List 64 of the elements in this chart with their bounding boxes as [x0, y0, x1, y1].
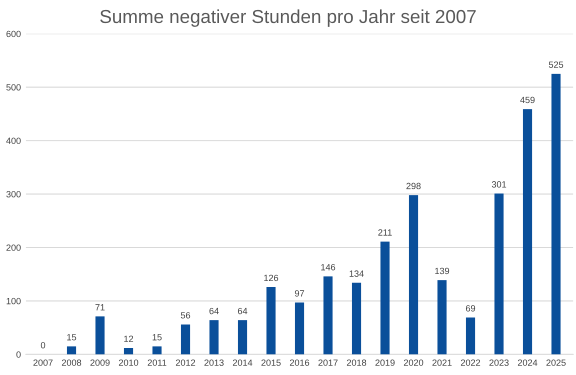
- data-label: 298: [406, 182, 421, 190]
- data-label: 71: [95, 304, 105, 310]
- x-tick-label: 2016: [290, 359, 310, 366]
- bar: [180, 324, 190, 354]
- y-tick-label: 500: [6, 84, 21, 91]
- bar: [551, 74, 561, 354]
- x-tick-label: 2020: [404, 359, 424, 366]
- data-label: 126: [264, 274, 278, 282]
- y-tick-label: 200: [6, 244, 21, 251]
- x-tick-label: 2022: [460, 359, 480, 366]
- data-label: 146: [321, 264, 336, 270]
- bar: [294, 302, 304, 354]
- x-tick-label: 2008: [62, 359, 82, 366]
- bar: [352, 282, 362, 354]
- data-label: 56: [180, 312, 190, 318]
- bar: [408, 195, 418, 354]
- x-tick-label: 2025: [546, 359, 566, 366]
- bar: [466, 318, 476, 354]
- bar: [66, 346, 76, 354]
- bar: [323, 276, 333, 354]
- data-label: 301: [492, 181, 506, 188]
- x-tick-label: 2007: [33, 359, 53, 366]
- data-label: 64: [238, 308, 248, 314]
- bar: [494, 194, 504, 354]
- data-label: 15: [152, 334, 162, 340]
- x-tick-label: 2021: [432, 359, 452, 366]
- x-tick-label: 2018: [346, 359, 366, 366]
- x-tick-label: 2023: [489, 359, 509, 366]
- y-tick-label: 0: [16, 351, 21, 358]
- data-label: 211: [378, 229, 392, 236]
- x-tick-label: 2014: [232, 359, 252, 366]
- bar: [152, 346, 162, 354]
- x-tick-label: 2024: [518, 359, 538, 366]
- x-tick-label: 2013: [204, 359, 224, 366]
- y-tick-label: 300: [6, 191, 21, 198]
- bar: [238, 320, 248, 354]
- x-tick-label: 2009: [90, 359, 110, 366]
- data-label: 69: [466, 305, 476, 312]
- y-tick-label: 400: [6, 138, 21, 144]
- x-tick-label: 2012: [176, 359, 196, 366]
- y-tick-label: 600: [6, 30, 21, 38]
- bar: [266, 287, 276, 354]
- y-tick-label: 100: [6, 298, 21, 304]
- data-label: 525: [548, 61, 564, 68]
- bar: [380, 242, 390, 354]
- bar: [437, 280, 447, 354]
- data-label: 12: [124, 336, 134, 342]
- data-label: 64: [209, 308, 219, 314]
- data-label: 134: [350, 270, 364, 277]
- bar: [209, 320, 219, 354]
- chart-title: Summe negativer Stunden pro Jahr seit 2007: [100, 9, 476, 27]
- x-tick-label: 2017: [318, 359, 338, 366]
- bar: [124, 348, 134, 354]
- x-tick-label: 2015: [261, 359, 281, 366]
- x-tick-label: 2010: [118, 359, 138, 366]
- bar: [95, 316, 105, 354]
- x-tick-label: 2019: [375, 359, 395, 366]
- bar: [522, 109, 532, 354]
- data-label: 139: [435, 268, 450, 274]
- data-label: 0: [40, 342, 46, 348]
- data-label: 97: [294, 290, 304, 297]
- x-tick-label: 2011: [148, 359, 166, 366]
- data-label: 15: [67, 334, 76, 340]
- data-label: 459: [520, 96, 535, 104]
